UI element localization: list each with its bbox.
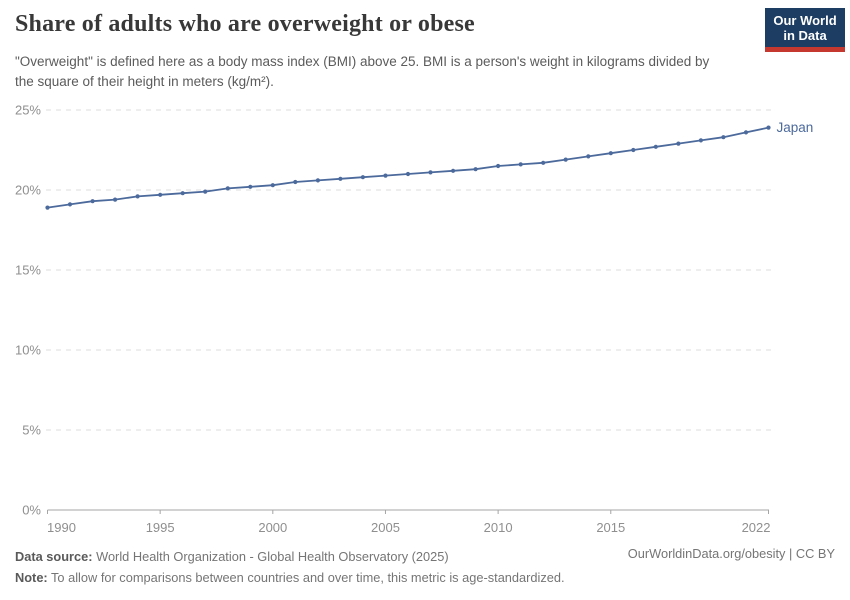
data-line-japan[interactable] [47, 126, 769, 209]
owid-logo-line1: Our World [773, 13, 837, 28]
data-point[interactable] [586, 154, 591, 159]
data-point[interactable] [653, 144, 658, 149]
data-point[interactable] [608, 151, 613, 156]
data-point[interactable] [315, 178, 320, 183]
owid-logo-line2: in Data [783, 28, 827, 43]
data-source-label: Data source: [15, 549, 93, 564]
x-tick-label: 2005 [371, 520, 400, 535]
data-point[interactable] [496, 163, 501, 169]
data-point[interactable] [225, 186, 230, 191]
chart-subtitle: "Overweight" is defined here as a body m… [15, 54, 710, 89]
x-tick-label: 2010 [484, 520, 513, 535]
data-point[interactable] [428, 170, 433, 175]
note-label: Note: [15, 570, 48, 585]
data-point[interactable] [338, 176, 343, 181]
y-tick-label: 15% [15, 263, 41, 278]
series-label[interactable]: Japan [777, 120, 814, 135]
data-point[interactable] [383, 173, 388, 178]
data-point[interactable] [698, 138, 704, 143]
x-tick-label: 2015 [596, 520, 625, 535]
footer: Data source: World Health Organization -… [15, 546, 565, 588]
x-tick-label: 1995 [146, 520, 175, 535]
data-point[interactable] [563, 157, 568, 162]
data-point[interactable] [631, 147, 636, 153]
chart-title: Share of adults who are overweight or ob… [15, 11, 475, 37]
data-point[interactable] [743, 130, 749, 135]
note-value: To allow for comparisons between countri… [51, 570, 565, 585]
data-point[interactable] [158, 192, 163, 197]
y-tick-label: 10% [15, 343, 41, 358]
data-point[interactable] [180, 191, 185, 196]
data-point[interactable] [473, 167, 478, 172]
data-point[interactable] [360, 175, 365, 180]
data-source-line: Data source: World Health Organization -… [15, 546, 565, 567]
data-point[interactable] [518, 162, 523, 167]
data-point[interactable] [90, 199, 95, 204]
y-tick-label: 0% [22, 503, 41, 518]
y-tick-label: 25% [15, 103, 41, 118]
data-point[interactable] [113, 197, 118, 202]
footer-link[interactable]: OurWorldinData.org/obesity | CC BY [627, 546, 835, 561]
data-point[interactable] [541, 160, 546, 165]
x-tick-label: 2000 [258, 520, 287, 535]
data-point[interactable] [135, 194, 140, 199]
x-tick-label: 2022 [742, 520, 771, 535]
data-point[interactable] [248, 184, 253, 189]
data-point[interactable] [270, 183, 275, 188]
owid-logo[interactable]: Our World in Data [765, 8, 845, 52]
data-point[interactable] [766, 125, 771, 130]
y-tick-label: 20% [15, 183, 41, 198]
data-point[interactable] [67, 202, 73, 207]
data-point[interactable] [203, 189, 208, 194]
data-point[interactable] [405, 171, 411, 177]
x-tick-label: 1990 [47, 520, 76, 535]
data-source-value: World Health Organization - Global Healt… [96, 549, 449, 564]
data-point[interactable] [676, 141, 681, 146]
data-point[interactable] [45, 205, 50, 210]
data-point[interactable] [293, 179, 298, 185]
y-tick-label: 5% [22, 423, 41, 438]
note-line: Note: To allow for comparisons between c… [15, 567, 565, 588]
data-point[interactable] [451, 168, 456, 173]
data-point[interactable] [721, 135, 726, 140]
